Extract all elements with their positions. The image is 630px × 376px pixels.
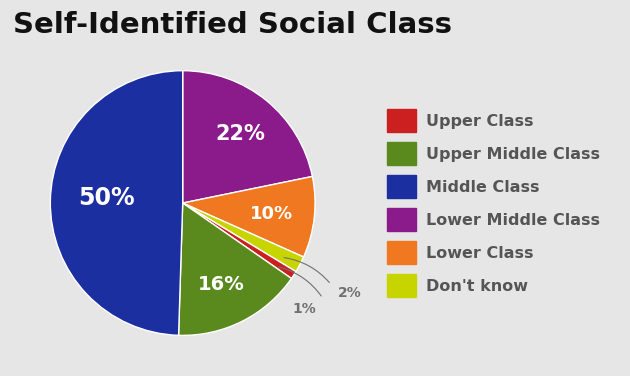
Text: 1%: 1% xyxy=(292,302,316,316)
Wedge shape xyxy=(183,203,304,271)
Text: 16%: 16% xyxy=(198,275,244,294)
Wedge shape xyxy=(183,203,296,279)
Legend: Upper Class, Upper Middle Class, Middle Class, Lower Middle Class, Lower Class, : Upper Class, Upper Middle Class, Middle … xyxy=(382,105,605,302)
Wedge shape xyxy=(183,176,315,257)
Wedge shape xyxy=(183,71,312,203)
Text: 10%: 10% xyxy=(251,205,294,223)
Text: 2%: 2% xyxy=(338,286,362,300)
Text: Self-Identified Social Class: Self-Identified Social Class xyxy=(13,11,452,39)
Text: 50%: 50% xyxy=(77,186,134,210)
Wedge shape xyxy=(50,71,183,335)
Wedge shape xyxy=(178,203,292,335)
Text: 22%: 22% xyxy=(215,124,265,144)
